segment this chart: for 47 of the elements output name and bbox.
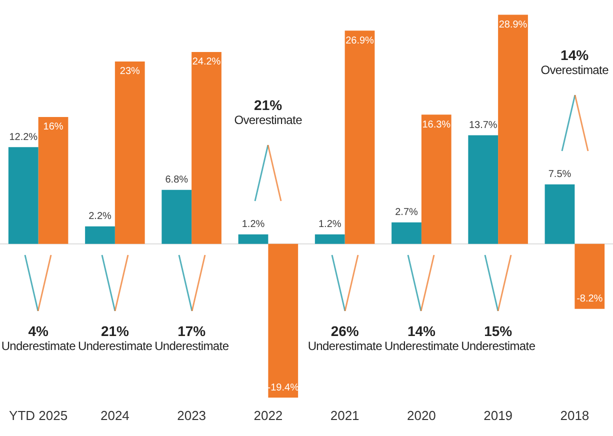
bar: [114, 61, 145, 244]
annotation: 21% Underestimate: [78, 322, 152, 354]
bar: [268, 244, 298, 398]
x-tick-label: YTD 2025: [9, 408, 68, 423]
x-tick-label: 2018: [560, 408, 590, 423]
data-label: 24.2%: [192, 56, 221, 68]
annotation: 14% Overestimate: [540, 47, 608, 78]
x-tick-label: 2020: [406, 408, 436, 423]
data-label: 23%: [120, 66, 140, 78]
x-tick-label: 2023: [177, 408, 206, 423]
x-tick-label: 2022: [254, 408, 283, 423]
bar: [421, 114, 452, 244]
bar: [344, 30, 375, 244]
data-label: 2.2%: [88, 211, 112, 222]
data-label: 7.5%: [548, 169, 572, 180]
annotation: 17% Underestimate: [154, 322, 229, 354]
bar: [498, 14, 528, 244]
data-label: 28.9%: [498, 19, 528, 30]
bar: [314, 234, 345, 244]
data-label: 1.2%: [318, 219, 342, 230]
data-label: 16.3%: [422, 119, 451, 130]
annotation: 15% Underestimate: [461, 322, 536, 354]
data-label: 13.7%: [468, 120, 498, 131]
bar: [192, 52, 222, 244]
data-label: 2.7%: [395, 207, 418, 218]
data-label: 12.2%: [9, 132, 38, 143]
data-label: 26.9%: [346, 35, 374, 46]
annotation: 4% Underestimate: [1, 322, 76, 354]
bar: [85, 226, 115, 244]
data-label: 16%: [43, 122, 64, 133]
bar: [574, 244, 605, 309]
data-label: 6.8%: [165, 174, 188, 186]
x-tick-label: 2021: [330, 408, 360, 423]
annotation: 21% Overestimate: [234, 97, 302, 128]
annotation: 26% Underestimate: [308, 322, 382, 354]
x-tick-label: 2019: [484, 408, 513, 423]
bar: [238, 234, 268, 244]
x-tick-label: 2024: [100, 408, 130, 423]
bar: [38, 116, 68, 244]
data-label: -8.2%: [576, 294, 603, 305]
bar: [162, 190, 192, 244]
bar: [468, 135, 498, 244]
annotation: 14% Underestimate: [384, 322, 459, 354]
bar: [392, 222, 422, 244]
data-label: 1.2%: [242, 219, 265, 230]
bar: [8, 147, 38, 244]
bar: [544, 184, 575, 244]
